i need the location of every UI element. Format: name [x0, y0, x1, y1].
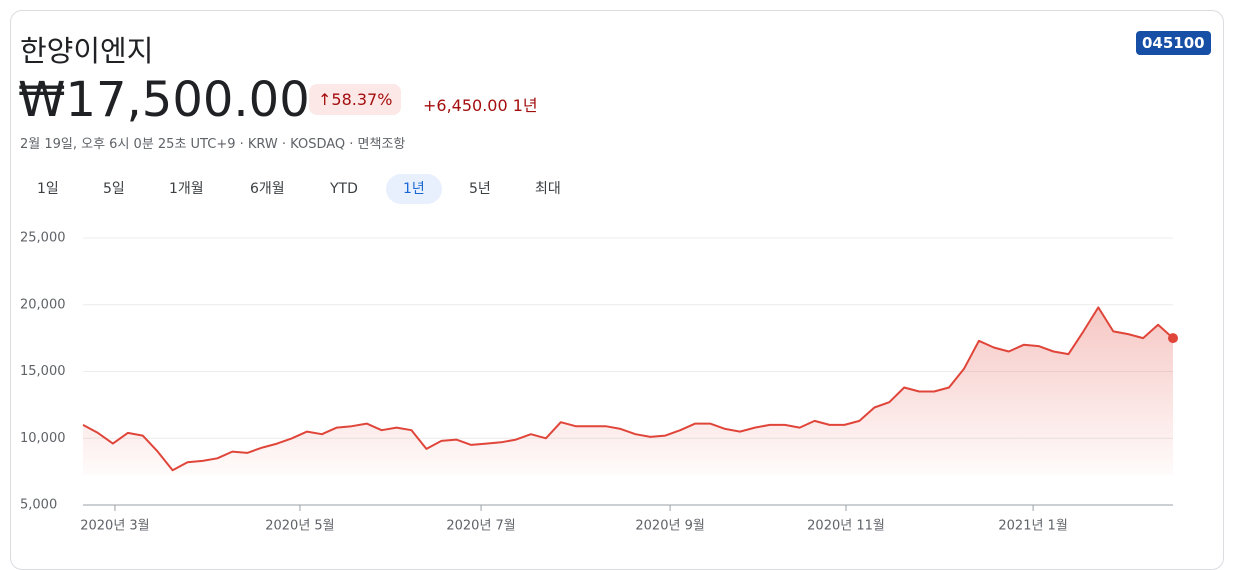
x-tick-label: 2021년 1월: [998, 519, 1067, 534]
change-pct: 58.37%: [331, 90, 393, 109]
price: ₩17,500.00: [18, 72, 310, 128]
y-tick-label: 5,000: [20, 498, 57, 513]
y-tick-label: 20,000: [20, 297, 66, 312]
change-pill: ↑58.37%: [309, 84, 402, 115]
range-tab[interactable]: 최대: [535, 181, 561, 197]
range-tab[interactable]: 5일: [103, 181, 125, 197]
chart: 5,000 10,000 15,000 20,000 25,000 2020년 3월 202…: [20, 231, 1178, 534]
range-tab[interactable]: 1일: [37, 181, 59, 197]
last-point: [1168, 333, 1178, 344]
range-tab[interactable]: YTD: [330, 181, 358, 197]
price-line: [82, 306, 1174, 472]
y-tick-label: 25,000: [20, 231, 66, 246]
range-tab[interactable]: 1개월: [169, 181, 204, 197]
range-tab[interactable]: 6개월: [250, 181, 285, 197]
line-area: [83, 307, 1173, 475]
stock-name: 한양이엔지: [20, 34, 154, 68]
x-tick-label: 2020년 11월: [807, 519, 885, 534]
change-abs: +6,450.00 1년: [423, 96, 538, 115]
x-tick-label: 2020년 7월: [446, 519, 515, 534]
x-tick-label: 2020년 5월: [265, 519, 334, 534]
y-tick-label: 10,000: [20, 431, 66, 446]
range-tab[interactable]: 5년: [469, 181, 491, 197]
range-tab[interactable]: 1년: [386, 174, 442, 204]
page: 한양이엔지 045100 ₩17,500.00 ↑58.37% +6,450.0…: [10, 10, 1224, 570]
ticker-badge[interactable]: 045100: [1136, 31, 1211, 55]
y-tick-label: 15,000: [20, 364, 66, 379]
x-tick-label: 2020년 9월: [635, 519, 704, 534]
x-tick-label: 2020년 3월: [80, 519, 149, 534]
quote-meta: 2월 19일, 오후 6시 0분 25초 UTC+9 · KRW · KOSDA…: [20, 137, 406, 152]
